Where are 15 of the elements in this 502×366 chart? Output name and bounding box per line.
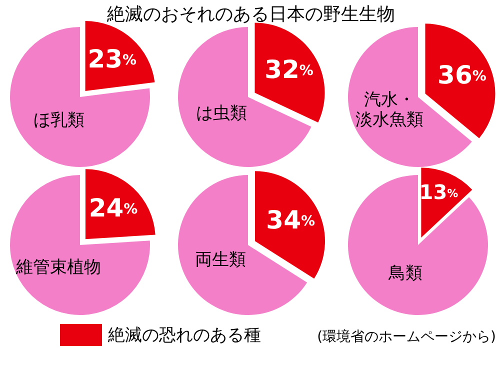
text: 鳥類 xyxy=(387,264,422,284)
data-label: 36% xyxy=(438,60,486,90)
text: 両生類 xyxy=(194,250,246,270)
text: ほ乳類 xyxy=(34,110,85,130)
data-label: 34% xyxy=(266,205,316,234)
legend-label: 絶滅の恐れのある種 xyxy=(107,326,261,346)
data-label: 24% xyxy=(88,193,138,222)
text: 汽水・淡水魚類 xyxy=(356,90,424,130)
text: 維管束植物 xyxy=(14,258,101,278)
data-label: 32% xyxy=(264,54,314,84)
text: (環境省のホームページから) xyxy=(317,328,496,345)
text: 絶滅のおそれのある日本の野生生物 xyxy=(106,4,395,25)
data-label: 13% xyxy=(419,180,458,205)
text: は虫類 xyxy=(196,104,247,124)
data-label: 23% xyxy=(88,44,137,74)
